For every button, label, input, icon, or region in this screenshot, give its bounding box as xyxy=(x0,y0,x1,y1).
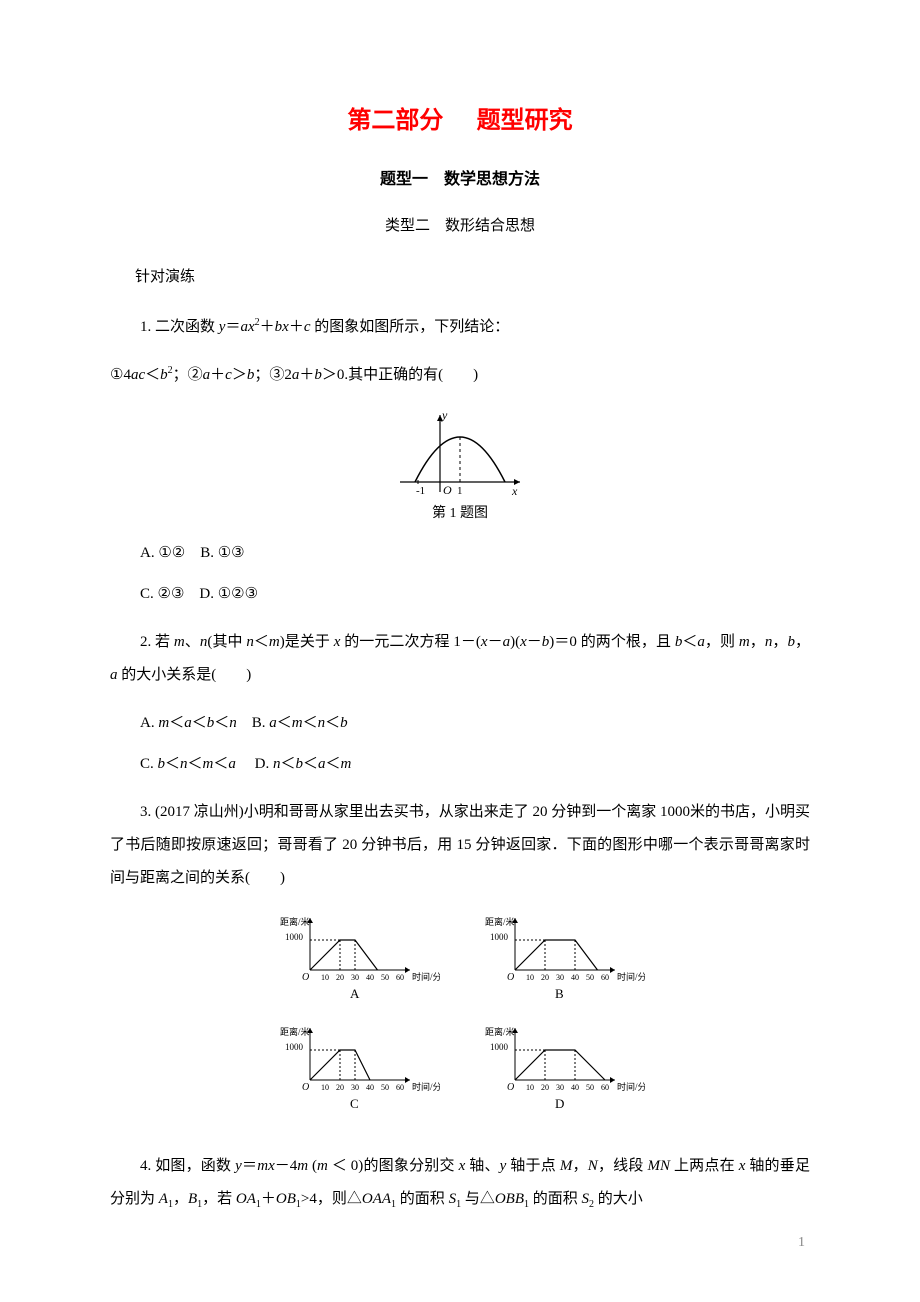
svg-text:50: 50 xyxy=(586,973,594,982)
q1-plus2: ＋ xyxy=(289,319,304,335)
question-1-conditions: ①4ac＜b2；②a＋c＞b；③2a＋b＞0.其中正确的有( ) xyxy=(110,359,810,392)
question-2-options: A. m＜a＜b＜n B. a＜m＜n＜b C. b＜n＜m＜a D. n＜b＜… xyxy=(110,707,810,781)
svg-text:10: 10 xyxy=(321,973,329,982)
svg-text:60: 60 xyxy=(601,973,609,982)
svg-text:20: 20 xyxy=(336,1083,344,1092)
q1-var-x2: x xyxy=(282,319,289,335)
question-1-options: A. ①② B. ①③ C. ②③ D. ①②③ xyxy=(110,537,810,611)
chart-D: 距离/米 1000 10 20 30 40 50 60 时间/分 O D xyxy=(480,1020,645,1120)
svg-text:O: O xyxy=(507,972,514,983)
x-label: x xyxy=(511,484,518,497)
svg-text:40: 40 xyxy=(366,973,374,982)
svg-text:O: O xyxy=(507,1082,514,1093)
question-3-stem: 3. (2017 凉山州)小明和哥哥从家里出去买书，从家出来走了 20 分钟到一… xyxy=(110,796,810,895)
svg-text:距离/米: 距离/米 xyxy=(280,916,310,927)
q1-var-x1: x xyxy=(248,319,255,335)
question-3-charts: 距离/米 1000 10 20 30 40 50 60 时间/分 O A 距离/米 1000 10 20 3… xyxy=(110,910,810,1130)
svg-text:60: 60 xyxy=(396,973,404,982)
main-title: 第二部分 题型研究 xyxy=(110,100,810,135)
svg-text:40: 40 xyxy=(366,1083,374,1092)
svg-text:1000: 1000 xyxy=(490,1042,509,1052)
question-2-stem: 2. 若 m、n(其中 n＜m)是关于 x 的一元二次方程 1－(x－a)(x－… xyxy=(110,626,810,692)
svg-text:C: C xyxy=(350,1096,359,1111)
svg-text:B: B xyxy=(555,986,564,1001)
q1-eq: ＝ xyxy=(225,319,240,335)
svg-text:1000: 1000 xyxy=(490,932,509,942)
svg-text:30: 30 xyxy=(556,973,564,982)
svg-text:10: 10 xyxy=(321,1083,329,1092)
svg-text:距离/米: 距离/米 xyxy=(280,1026,310,1037)
svg-text:30: 30 xyxy=(351,973,359,982)
svg-text:O: O xyxy=(302,1082,309,1093)
category-label: 类型二 数形结合思想 xyxy=(110,214,810,235)
q1-var-c: c xyxy=(304,319,311,335)
svg-text:50: 50 xyxy=(381,973,389,982)
svg-text:40: 40 xyxy=(571,1083,579,1092)
svg-text:时间/分: 时间/分 xyxy=(412,971,440,982)
parabola-chart: y x O -1 1 xyxy=(390,407,530,497)
title-part2: 题型研究 xyxy=(477,107,573,134)
figure-1-caption: 第 1 题图 xyxy=(432,502,488,522)
svg-text:距离/米: 距离/米 xyxy=(485,916,515,927)
q2-opts-row1: A. m＜a＜b＜n B. a＜m＜n＜b xyxy=(110,707,810,740)
svg-text:10: 10 xyxy=(526,1083,534,1092)
q1-var-a: a xyxy=(240,319,248,335)
question-4-stem: 4. 如图，函数 y＝mx－4m (m ＜ 0)的图象分别交 x 轴、y 轴于点… xyxy=(110,1150,810,1216)
q1-suffix: 的图象如图所示，下列结论： xyxy=(311,319,510,335)
figure-1: y x O -1 1 第 1 题图 xyxy=(110,407,810,522)
chart-C: 距离/米 1000 10 20 30 40 50 60 时间/分 O C xyxy=(275,1020,440,1120)
svg-text:时间/分: 时间/分 xyxy=(617,1081,645,1092)
svg-text:20: 20 xyxy=(541,1083,549,1092)
svg-text:40: 40 xyxy=(571,973,579,982)
y-label: y xyxy=(441,408,448,422)
svg-text:30: 30 xyxy=(351,1083,359,1092)
svg-text:30: 30 xyxy=(556,1083,564,1092)
q1-opts-row2: C. ②③ D. ①②③ xyxy=(110,578,810,611)
svg-text:60: 60 xyxy=(396,1083,404,1092)
q1-prefix: 1. 二次函数 xyxy=(140,319,219,335)
svg-text:20: 20 xyxy=(336,973,344,982)
svg-text:A: A xyxy=(350,986,360,1001)
origin-label: O xyxy=(443,483,452,497)
chart-A: 距离/米 1000 10 20 30 40 50 60 时间/分 O A xyxy=(275,910,440,1010)
practice-label: 针对演练 xyxy=(135,265,810,286)
svg-text:1000: 1000 xyxy=(285,1042,304,1052)
svg-text:D: D xyxy=(555,1096,564,1111)
chart-row-2: 距离/米 1000 10 20 30 40 50 60 时间/分 O C 距离/米 1000 10 20 3… xyxy=(275,1020,645,1120)
svg-text:20: 20 xyxy=(541,973,549,982)
q1-plus1: ＋ xyxy=(260,319,275,335)
page-number: 1 xyxy=(798,1235,805,1251)
svg-text:50: 50 xyxy=(586,1083,594,1092)
title-part1: 第二部分 xyxy=(347,107,443,134)
svg-text:距离/米: 距离/米 xyxy=(485,1026,515,1037)
chart-B: 距离/米 1000 10 20 30 40 50 60 时间/分 O B xyxy=(480,910,645,1010)
svg-text:10: 10 xyxy=(526,973,534,982)
chart-row-1: 距离/米 1000 10 20 30 40 50 60 时间/分 O A 距离/米 1000 10 20 3… xyxy=(275,910,645,1010)
svg-text:50: 50 xyxy=(381,1083,389,1092)
q1-opts-row1: A. ①② B. ①③ xyxy=(110,537,810,570)
q2-opts-row2: C. b＜n＜m＜a D. n＜b＜a＜m xyxy=(110,748,810,781)
svg-text:60: 60 xyxy=(601,1083,609,1092)
svg-text:O: O xyxy=(302,972,309,983)
svg-text:时间/分: 时间/分 xyxy=(617,971,645,982)
svg-text:时间/分: 时间/分 xyxy=(412,1081,440,1092)
neg1-label: -1 xyxy=(416,485,425,497)
pos1-label: 1 xyxy=(457,485,463,497)
question-1-stem: 1. 二次函数 y＝ax2＋bx＋c 的图象如图所示，下列结论： xyxy=(110,311,810,344)
svg-text:1000: 1000 xyxy=(285,932,304,942)
sub-title: 题型一 数学思想方法 xyxy=(110,165,810,189)
